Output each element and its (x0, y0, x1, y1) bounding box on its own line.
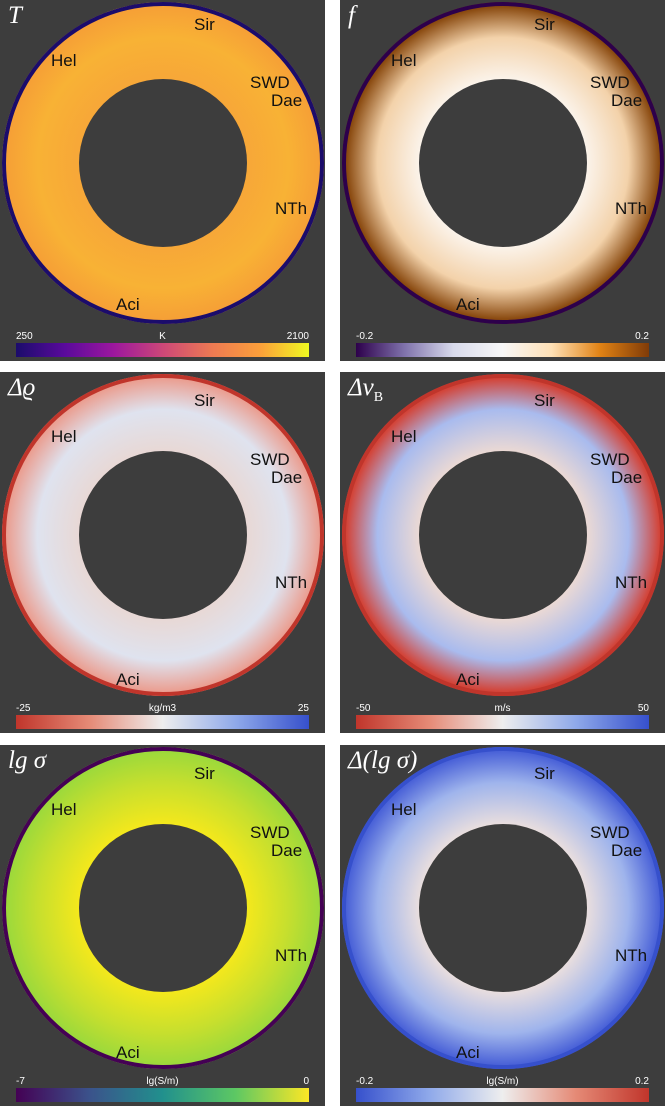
label-hel: Hel (391, 800, 417, 819)
disk-map (2, 374, 324, 696)
colorbar-min-label: -0.2 (356, 331, 374, 342)
label-aci: Aci (456, 295, 480, 314)
panel-density-anomaly: Δϱ Sir Hel SWD Dae NTh Aci -25 kg/m3 25 (0, 372, 325, 733)
label-hel: Hel (391, 51, 417, 70)
label-hel: Hel (391, 427, 417, 446)
panel-title: Δ(lg σ) (348, 747, 418, 774)
colorbar (16, 343, 309, 357)
label-aci: Aci (456, 670, 480, 689)
colorbar-unit-label: m/s (494, 703, 511, 714)
colorbar (356, 715, 649, 729)
disk-rim (2, 374, 324, 696)
disk-map (2, 747, 324, 1069)
label-swd: SWD (250, 823, 290, 842)
panel-lg-sigma: lg σ Sir Hel SWD Dae NTh Aci -7 lg(S/m) … (0, 745, 325, 1106)
panel-title: f (348, 2, 355, 29)
label-swd: SWD (590, 823, 630, 842)
colorbar-unit-label: kg/m3 (148, 703, 177, 714)
panel-f: f Sir Hel SWD Dae NTh Aci -0.2 0.2 (340, 0, 665, 361)
colorbar (16, 1088, 309, 1102)
label-aci: Aci (116, 670, 140, 689)
disk-hole (79, 451, 247, 619)
panel-lg-sigma-anomaly: Δ(lg σ) Sir Hel SWD Dae NTh Aci -0.2 lg(… (340, 745, 665, 1106)
label-sir: Sir (194, 15, 215, 34)
label-dae: Dae (271, 468, 303, 487)
label-sir: Sir (194, 391, 215, 410)
label-aci: Aci (456, 1043, 480, 1062)
colorbar-max-label: 0 (303, 1076, 309, 1087)
colorbar-unit-label: K (159, 331, 166, 342)
colorbar-max-label: 0.2 (635, 1076, 649, 1087)
label-dae: Dae (271, 91, 303, 110)
label-swd: SWD (590, 450, 630, 469)
label-aci: Aci (116, 1043, 140, 1062)
colorbar-min-label: -25 (16, 703, 31, 714)
disk-hole (419, 824, 587, 992)
disk-rim (342, 374, 664, 696)
panel-title: ΔvB (348, 374, 384, 405)
disk-hole (419, 79, 587, 247)
label-dae: Dae (271, 841, 303, 860)
disk-rim (2, 747, 324, 1069)
label-dae: Dae (611, 468, 643, 487)
panel-vb-anomaly: ΔvB Sir Hel SWD Dae NTh Aci -50 m/s 50 (340, 372, 665, 733)
label-sir: Sir (534, 764, 555, 783)
label-nth: NTh (275, 199, 308, 218)
panel-title: T (8, 2, 22, 29)
label-nth: NTh (275, 946, 308, 965)
label-hel: Hel (51, 800, 77, 819)
disk-hole (79, 79, 247, 247)
disk-hole (419, 451, 587, 619)
disk-rim (2, 2, 324, 324)
label-nth: NTh (615, 946, 648, 965)
disk-map (342, 374, 664, 696)
colorbar (356, 1088, 649, 1102)
colorbar-min-label: -7 (16, 1076, 25, 1087)
label-aci: Aci (116, 295, 140, 314)
label-nth: NTh (275, 573, 308, 592)
disk-hole (79, 824, 247, 992)
label-nth: NTh (615, 573, 648, 592)
label-sir: Sir (194, 764, 215, 783)
disk-rim (342, 2, 664, 324)
colorbar (356, 343, 649, 357)
disk-map (342, 2, 664, 324)
label-swd: SWD (590, 73, 630, 92)
colorbar (16, 715, 309, 729)
label-sir: Sir (534, 391, 555, 410)
colorbar-min-label: 250 (16, 331, 33, 342)
colorbar-min-label: -50 (356, 703, 371, 714)
label-nth: NTh (615, 199, 648, 218)
colorbar-max-label: 25 (297, 703, 309, 714)
disk-map (2, 2, 324, 324)
panel-title: lg σ (8, 747, 47, 774)
label-swd: SWD (250, 73, 290, 92)
colorbar-max-label: 2100 (286, 331, 309, 342)
label-dae: Dae (611, 841, 643, 860)
colorbar-max-label: 50 (637, 703, 649, 714)
colorbar-max-label: 0.2 (635, 331, 649, 342)
disk-map (342, 747, 664, 1069)
label-dae: Dae (611, 91, 643, 110)
colorbar-unit-label: lg(S/m) (146, 1076, 179, 1087)
colorbar-unit-label: lg(S/m) (486, 1076, 519, 1087)
label-hel: Hel (51, 51, 77, 70)
colorbar-min-label: -0.2 (356, 1076, 374, 1087)
label-swd: SWD (250, 450, 290, 469)
panel-temperature: T Sir Hel SWD Dae NTh Aci 250 K 2100 (0, 0, 325, 361)
disk-rim (342, 747, 664, 1069)
label-hel: Hel (51, 427, 77, 446)
panel-title: Δϱ (8, 374, 36, 401)
label-sir: Sir (534, 15, 555, 34)
